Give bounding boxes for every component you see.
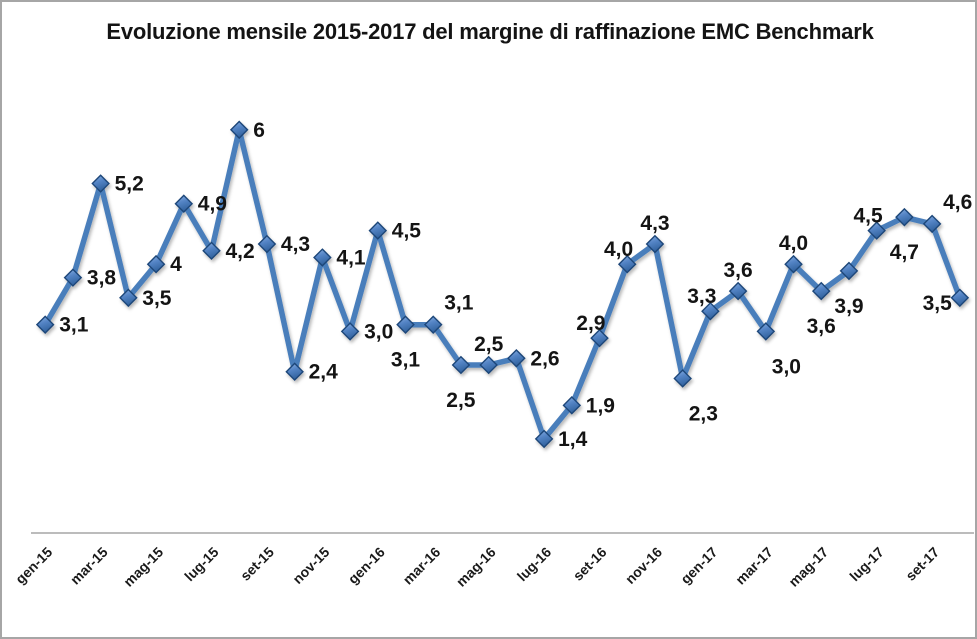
data-point-marker — [119, 288, 138, 308]
data-label: 4 — [170, 253, 182, 276]
data-label: 6 — [253, 119, 265, 142]
data-label: 3,0 — [364, 320, 393, 343]
data-point-marker — [590, 328, 609, 348]
data-label: 1,4 — [558, 428, 588, 451]
data-point-marker — [451, 355, 471, 375]
data-point-marker — [368, 221, 388, 240]
x-axis-tick-label: set-17 — [902, 544, 942, 584]
data-point-marker — [839, 261, 859, 281]
data-label: 2,6 — [530, 347, 559, 370]
data-point-marker — [562, 396, 582, 415]
data-point-marker — [91, 174, 110, 193]
x-axis-tick-label: lug-16 — [514, 544, 555, 585]
data-label: 2,9 — [576, 312, 605, 335]
x-axis-tick-label: gen-16 — [345, 544, 388, 587]
data-label: 3,0 — [772, 355, 801, 378]
data-point-marker — [257, 234, 277, 254]
x-axis-tick-label: lug-17 — [846, 544, 887, 585]
data-point-marker — [811, 281, 831, 301]
x-axis-tick-label: nov-16 — [622, 544, 665, 587]
data-point-marker — [756, 322, 776, 341]
x-axis-tick-label: lug-15 — [181, 544, 222, 585]
data-label: 4,7 — [890, 241, 919, 264]
x-axis-tick-label: nov-15 — [289, 544, 332, 587]
x-axis-tick-label: mag-16 — [453, 544, 499, 590]
data-point-marker — [396, 315, 415, 334]
data-label: 3,1 — [59, 314, 89, 337]
data-point-marker — [174, 194, 194, 214]
data-label: 3,5 — [142, 287, 172, 310]
data-label: 4,1 — [336, 247, 366, 270]
data-point-marker — [229, 120, 249, 140]
data-label: 3,6 — [723, 259, 752, 282]
data-point-marker — [784, 254, 803, 274]
data-label: 3,6 — [807, 315, 836, 338]
data-label: 4,5 — [853, 205, 883, 228]
x-axis-tick-label: mar-15 — [67, 544, 111, 588]
data-point-marker — [423, 315, 443, 334]
data-label: 3,1 — [391, 349, 421, 372]
data-point-marker — [340, 322, 360, 341]
data-point-marker — [507, 348, 526, 368]
data-label: 4,9 — [198, 193, 227, 216]
data-label: 1,9 — [586, 394, 615, 417]
data-label: 4,3 — [281, 233, 310, 256]
data-point-marker — [922, 214, 942, 234]
data-label: 4,6 — [943, 191, 972, 214]
data-label: 2,3 — [689, 402, 718, 425]
data-label: 3,1 — [444, 292, 474, 315]
data-label: 2,5 — [446, 389, 476, 412]
data-label: 3,8 — [87, 267, 117, 290]
data-label: 4,5 — [392, 220, 422, 243]
data-label: 3,9 — [834, 295, 863, 318]
data-label: 4,0 — [604, 238, 633, 261]
data-label: 4,2 — [226, 240, 255, 263]
data-point-marker — [701, 301, 720, 321]
data-series — [35, 120, 970, 449]
x-axis-tick-label: mag-17 — [785, 544, 831, 590]
data-point-marker — [617, 254, 637, 274]
data-point-marker — [895, 207, 914, 227]
data-point-marker — [63, 268, 83, 287]
data-point-marker — [35, 315, 55, 334]
data-point-marker — [479, 355, 498, 375]
data-point-marker — [313, 248, 332, 267]
x-axis-labels: gen-15 mar-15 mag-15 lug-15 set-15 nov-15 gen-… — [12, 544, 942, 590]
chart-line — [42, 127, 963, 442]
data-point-marker — [950, 288, 970, 308]
x-axis-tick-label: set-15 — [237, 544, 277, 584]
x-axis-tick-label: mar-16 — [400, 544, 444, 588]
data-label: 4,3 — [640, 212, 669, 235]
x-axis-tick-label: mar-17 — [732, 544, 776, 588]
x-axis-tick-label: gen-15 — [12, 544, 55, 587]
data-point-marker — [146, 254, 166, 274]
data-label: 4,0 — [779, 232, 808, 255]
data-point-marker — [285, 362, 304, 382]
x-axis-tick-label: gen-17 — [677, 544, 720, 587]
data-point-marker — [202, 241, 221, 261]
data-label: 2,4 — [309, 361, 339, 384]
data-point-marker — [867, 221, 886, 240]
data-point-marker — [645, 234, 665, 254]
data-label: 3,5 — [923, 292, 953, 315]
data-point-marker — [728, 281, 748, 301]
data-label: 2,5 — [474, 333, 504, 356]
data-label: 3,3 — [687, 285, 716, 308]
chart-title: Evoluzione mensile 2015-2017 del margine… — [106, 19, 874, 44]
data-point-marker — [534, 429, 554, 449]
data-label: 5,2 — [115, 173, 144, 196]
x-axis-tick-label: mag-15 — [120, 544, 166, 590]
x-axis-tick-label: set-16 — [570, 544, 610, 584]
data-point-marker — [673, 369, 692, 388]
data-labels: 3,1 3,8 5,2 3,5 4 4,9 4,2 6 4,3 2,4 4,1 3,0 4,5 3,1 3,… — [59, 119, 972, 451]
